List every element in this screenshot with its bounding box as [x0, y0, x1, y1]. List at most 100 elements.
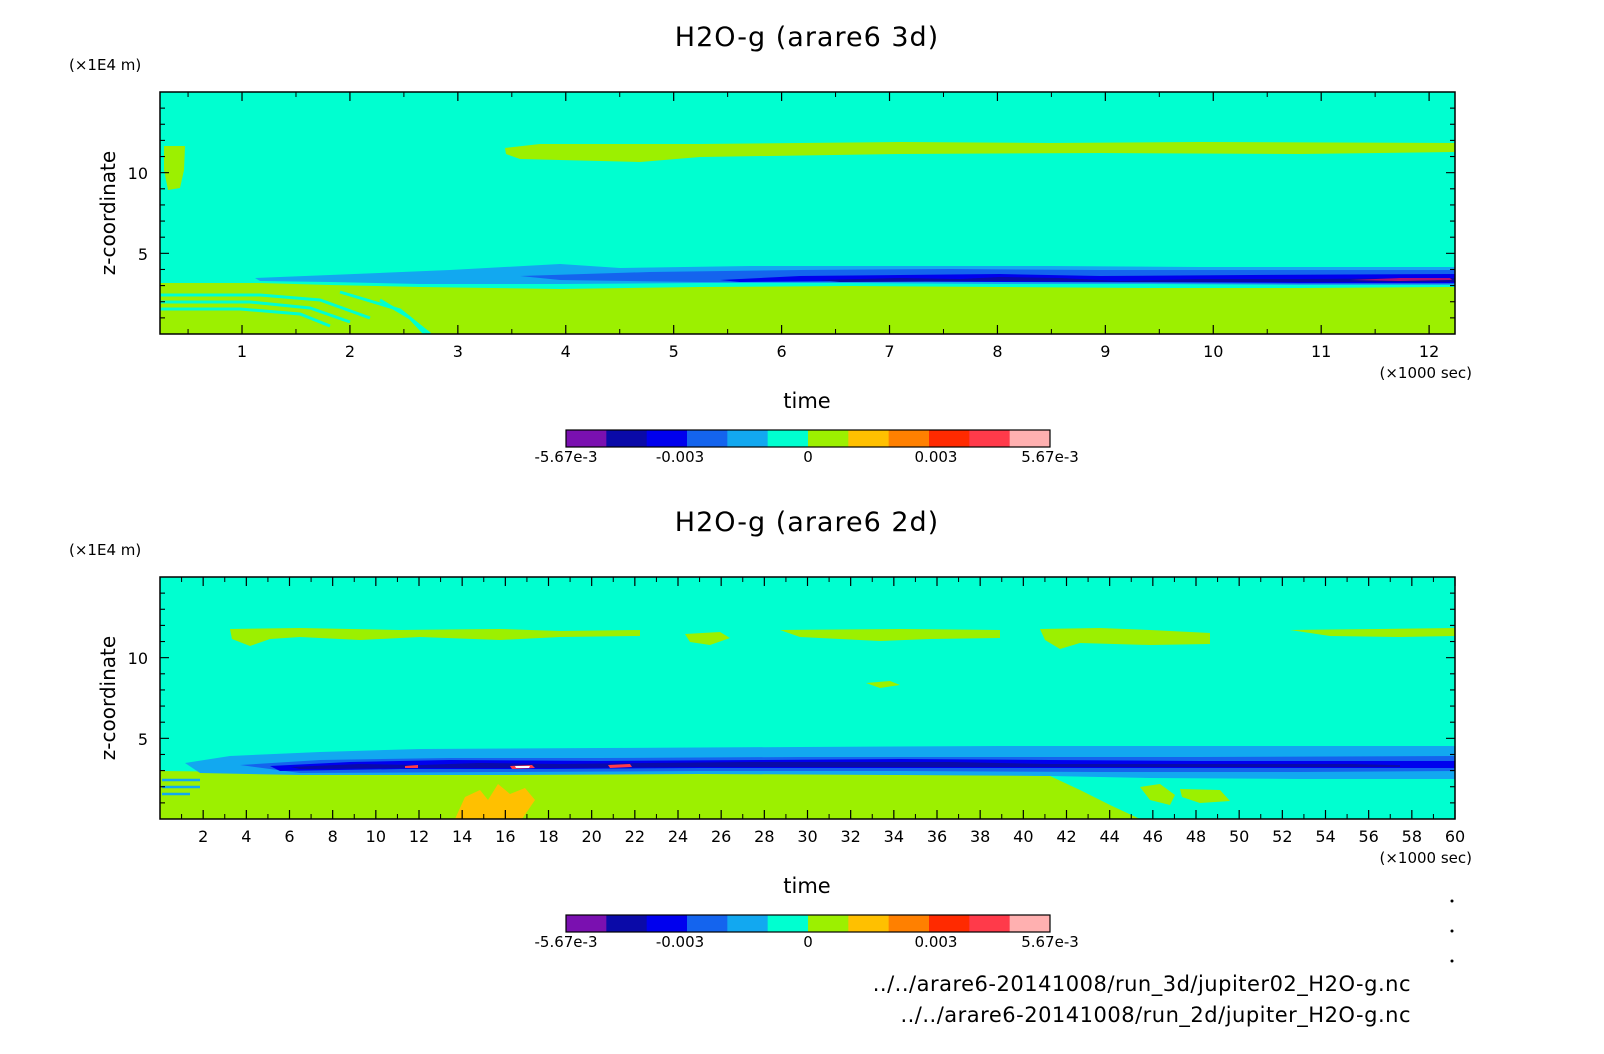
x-tick-label: 54	[1315, 827, 1335, 846]
y-tick-label: 5	[138, 730, 148, 749]
contour-green-upper	[505, 142, 1455, 162]
source-file-2d: ../../arare6-20141008/run_2d/jupiter_H2O…	[900, 1003, 1411, 1027]
marker-dots	[1450, 899, 1454, 963]
y-tick-label: 10	[128, 649, 148, 668]
y-tick-label: 10	[128, 164, 148, 183]
colorbar	[565, 914, 1051, 933]
colorbar-swatch	[566, 430, 607, 447]
colorbar-label: 0.003	[915, 933, 958, 951]
colorbar-swatch	[808, 915, 849, 932]
axis-ticks	[160, 577, 1456, 819]
x-tick-label: 50	[1229, 827, 1249, 846]
x-tick-label: 28	[754, 827, 774, 846]
y-axis-label: z-coordinate	[96, 636, 120, 760]
x-tick-label: 2	[345, 342, 355, 361]
contour-green-bottom	[160, 283, 1455, 334]
colorbar-swatch	[767, 430, 809, 447]
panel-3d: H2O-g (arare6 3d) (×1E4 m)	[69, 22, 1472, 466]
x-tick-label: 60	[1445, 827, 1465, 846]
x-tick-label: 4	[561, 342, 571, 361]
colorbar-label: -0.003	[656, 448, 704, 466]
colorbar-swatch	[767, 915, 809, 932]
contour-orange	[470, 800, 485, 818]
x-tick-label: 34	[884, 827, 904, 846]
colorbar-swatch	[1009, 915, 1051, 932]
colorbar-swatch	[566, 915, 607, 932]
y-tick-label: 5	[138, 245, 148, 264]
x-tick-label: 18	[538, 827, 558, 846]
x-tick-label: 11	[1311, 342, 1331, 361]
contour-green-left	[164, 146, 185, 190]
x-tick-label: 32	[840, 827, 860, 846]
x-tick-label: 12	[1419, 342, 1439, 361]
x-tick-label: 5	[669, 342, 679, 361]
contour-dark-core	[820, 277, 1455, 282]
plot-area	[160, 577, 1455, 819]
x-tick-label: 48	[1186, 827, 1206, 846]
x-tick-label: 6	[284, 827, 294, 846]
y-unit-label: (×1E4 m)	[69, 56, 141, 74]
colorbar-swatch	[687, 915, 728, 932]
x-tick-label: 26	[711, 827, 731, 846]
colorbar-swatch	[1009, 430, 1051, 447]
x-tick-label: 8	[328, 827, 338, 846]
chart-title: H2O-g (arare6 2d)	[675, 507, 939, 538]
y-unit-label: (×1E4 m)	[69, 541, 141, 559]
x-axis-label: time	[783, 874, 830, 898]
colorbar-swatch	[848, 430, 890, 447]
x-tick-label: 46	[1143, 827, 1163, 846]
x-tick-label: 14	[452, 827, 472, 846]
contour-purple	[1350, 278, 1452, 281]
x-tick-label: 40	[1013, 827, 1033, 846]
x-unit-label: (×1000 sec)	[1379, 364, 1472, 382]
colorbar-swatch	[848, 915, 890, 932]
colorbar-swatch	[929, 430, 970, 447]
colorbar-swatch	[646, 430, 688, 447]
x-tick-label: 7	[884, 342, 894, 361]
x-tick-label: 42	[1056, 827, 1076, 846]
x-tick-label: 10	[366, 827, 386, 846]
colorbar-label: 5.67e-3	[1021, 448, 1079, 466]
contour-early-strata	[162, 778, 200, 796]
x-tick-label: 52	[1272, 827, 1292, 846]
x-axis-label: time	[783, 389, 830, 413]
plot-area	[160, 92, 1455, 334]
x-tick-labels: 2 4 6 8 10 12 14 16 18 20 22 24 26 28 30 32 34 36 38 40 42 44…	[198, 827, 1465, 846]
contour-white-spot	[515, 766, 530, 768]
colorbar-label: 0.003	[915, 448, 958, 466]
x-tick-label: 38	[970, 827, 990, 846]
colorbar-label: 5.67e-3	[1021, 933, 1079, 951]
colorbar-swatch	[929, 915, 970, 932]
x-tick-label: 16	[495, 827, 515, 846]
colorbar-swatch	[888, 915, 930, 932]
x-tick-label: 4	[241, 827, 251, 846]
colorbar-swatch	[687, 430, 728, 447]
colorbar-swatch	[888, 430, 930, 447]
x-tick-label: 12	[409, 827, 429, 846]
colorbar	[565, 429, 1051, 448]
x-tick-label: 44	[1099, 827, 1119, 846]
colorbar-swatch	[727, 915, 769, 932]
colorbar-swatch	[646, 915, 688, 932]
x-tick-labels: 1 2 3 4 5 6 7 8 9 10 11 12	[237, 342, 1439, 361]
x-tick-label: 58	[1402, 827, 1422, 846]
axis-ticks	[160, 92, 1455, 334]
contour-green-upper	[1040, 628, 1455, 649]
contour-green-upper	[685, 629, 1000, 645]
colorbar-label: 0	[803, 448, 813, 466]
colorbar-frame	[565, 429, 1051, 448]
chart-title: H2O-g (arare6 3d)	[675, 22, 939, 53]
colorbar-swatch	[808, 430, 849, 447]
source-file-3d: ../../arare6-20141008/run_3d/jupiter02_H…	[872, 972, 1411, 996]
colorbar-swatch	[969, 915, 1011, 932]
colorbar-label: -0.003	[656, 933, 704, 951]
x-tick-label: 2	[198, 827, 208, 846]
contour-green-mid	[866, 681, 900, 688]
x-tick-label: 6	[777, 342, 787, 361]
contour-green-bottom	[160, 771, 1140, 819]
x-tick-label: 30	[797, 827, 817, 846]
contour-green-right	[1140, 784, 1230, 805]
contour-dark-core	[290, 762, 1400, 769]
colorbar-swatch	[606, 430, 648, 447]
